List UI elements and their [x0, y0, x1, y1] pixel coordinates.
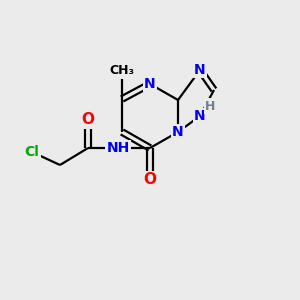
- Text: H: H: [205, 100, 215, 112]
- Text: Cl: Cl: [25, 145, 39, 159]
- Text: N: N: [194, 109, 206, 123]
- Text: O: O: [82, 112, 94, 128]
- Text: O: O: [143, 172, 157, 188]
- Text: NH: NH: [106, 141, 130, 155]
- Text: N: N: [172, 125, 184, 139]
- Text: N: N: [144, 77, 156, 91]
- Text: CH₃: CH₃: [110, 64, 134, 77]
- Text: N: N: [194, 63, 206, 77]
